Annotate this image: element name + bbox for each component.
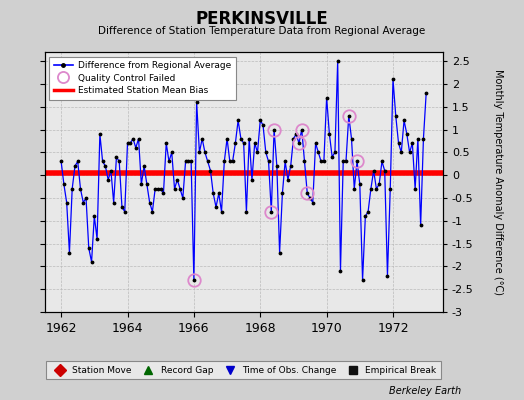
Text: Berkeley Earth: Berkeley Earth <box>389 386 461 396</box>
Legend: Station Move, Record Gap, Time of Obs. Change, Empirical Break: Station Move, Record Gap, Time of Obs. C… <box>46 362 441 380</box>
Y-axis label: Monthly Temperature Anomaly Difference (°C): Monthly Temperature Anomaly Difference (… <box>493 69 503 295</box>
Text: Difference of Station Temperature Data from Regional Average: Difference of Station Temperature Data f… <box>99 26 425 36</box>
Text: PERKINSVILLE: PERKINSVILLE <box>195 10 329 28</box>
Legend: Difference from Regional Average, Quality Control Failed, Estimated Station Mean: Difference from Regional Average, Qualit… <box>49 56 236 100</box>
